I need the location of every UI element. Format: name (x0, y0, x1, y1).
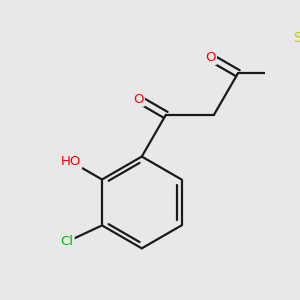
Text: O: O (206, 51, 216, 64)
Text: S: S (293, 31, 300, 45)
Text: Cl: Cl (61, 235, 74, 248)
Text: O: O (133, 93, 144, 106)
Text: HO: HO (61, 155, 81, 168)
